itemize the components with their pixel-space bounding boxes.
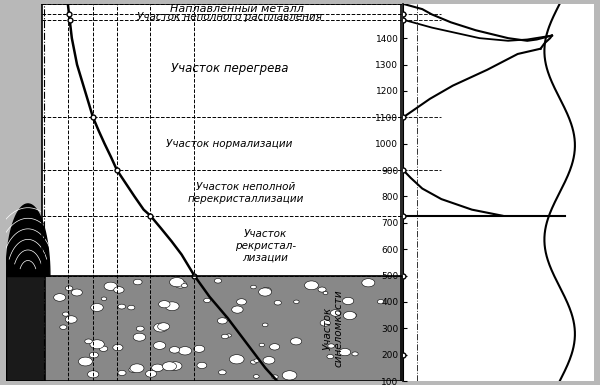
Ellipse shape xyxy=(178,346,191,355)
Ellipse shape xyxy=(169,362,182,370)
Bar xyxy=(6,276,405,381)
Ellipse shape xyxy=(154,323,168,332)
Ellipse shape xyxy=(88,371,99,378)
Ellipse shape xyxy=(91,303,103,311)
Polygon shape xyxy=(6,204,50,276)
Ellipse shape xyxy=(194,345,205,352)
Ellipse shape xyxy=(320,320,331,326)
Ellipse shape xyxy=(323,291,328,295)
Ellipse shape xyxy=(223,318,229,321)
Ellipse shape xyxy=(174,280,187,288)
Ellipse shape xyxy=(293,300,299,303)
Ellipse shape xyxy=(349,313,356,318)
Ellipse shape xyxy=(133,333,146,341)
Ellipse shape xyxy=(136,326,144,331)
Ellipse shape xyxy=(262,323,268,327)
Ellipse shape xyxy=(251,360,257,364)
Ellipse shape xyxy=(328,344,335,348)
Ellipse shape xyxy=(71,289,82,296)
Ellipse shape xyxy=(352,352,358,356)
Text: Участок неполного расплавления: Участок неполного расплавления xyxy=(137,12,322,22)
Ellipse shape xyxy=(269,344,280,350)
Ellipse shape xyxy=(53,294,65,301)
Ellipse shape xyxy=(226,334,232,337)
Ellipse shape xyxy=(128,305,135,310)
Ellipse shape xyxy=(331,310,341,316)
Ellipse shape xyxy=(158,301,170,308)
Text: Участок
синеломкости: Участок синеломкости xyxy=(322,290,344,367)
Ellipse shape xyxy=(254,359,259,362)
Ellipse shape xyxy=(181,284,187,288)
Ellipse shape xyxy=(253,375,259,378)
Ellipse shape xyxy=(259,288,272,296)
Ellipse shape xyxy=(362,279,375,287)
Ellipse shape xyxy=(262,288,271,293)
Ellipse shape xyxy=(158,323,170,330)
Ellipse shape xyxy=(154,341,166,349)
Ellipse shape xyxy=(339,348,350,356)
Ellipse shape xyxy=(203,298,211,303)
Ellipse shape xyxy=(129,367,137,372)
Ellipse shape xyxy=(263,357,275,364)
Ellipse shape xyxy=(165,302,179,311)
Ellipse shape xyxy=(197,362,207,368)
Ellipse shape xyxy=(251,285,256,289)
Ellipse shape xyxy=(133,279,142,285)
Ellipse shape xyxy=(90,340,104,349)
Ellipse shape xyxy=(217,318,227,324)
Ellipse shape xyxy=(62,312,69,316)
Text: Наплавленный металл: Наплавленный металл xyxy=(170,4,304,14)
Ellipse shape xyxy=(272,375,278,379)
Ellipse shape xyxy=(343,297,354,305)
Ellipse shape xyxy=(274,300,281,305)
Ellipse shape xyxy=(282,371,297,380)
Ellipse shape xyxy=(104,282,117,290)
Ellipse shape xyxy=(221,334,229,339)
Ellipse shape xyxy=(130,364,144,373)
Ellipse shape xyxy=(152,364,163,372)
Ellipse shape xyxy=(89,352,98,358)
Ellipse shape xyxy=(377,300,384,304)
Ellipse shape xyxy=(65,286,73,291)
Ellipse shape xyxy=(170,278,184,287)
Ellipse shape xyxy=(79,357,92,366)
Ellipse shape xyxy=(218,370,226,375)
Ellipse shape xyxy=(214,278,221,283)
Ellipse shape xyxy=(85,339,92,344)
Ellipse shape xyxy=(236,299,247,305)
Ellipse shape xyxy=(290,338,302,345)
Ellipse shape xyxy=(118,370,126,375)
Ellipse shape xyxy=(305,281,319,290)
Ellipse shape xyxy=(101,297,107,301)
Ellipse shape xyxy=(318,287,326,292)
Ellipse shape xyxy=(60,325,67,330)
Ellipse shape xyxy=(65,316,77,323)
Text: Участок нормализации: Участок нормализации xyxy=(166,139,293,149)
Ellipse shape xyxy=(232,306,243,313)
Ellipse shape xyxy=(99,346,108,352)
Ellipse shape xyxy=(327,355,334,359)
Bar xyxy=(46,276,185,381)
Text: Участок
рекристал-
лизации: Участок рекристал- лизации xyxy=(235,229,296,262)
Text: Участок неполной
перекристаллизации: Участок неполной перекристаллизации xyxy=(187,182,304,204)
Ellipse shape xyxy=(343,311,356,320)
Ellipse shape xyxy=(146,370,157,377)
Bar xyxy=(46,276,405,381)
Ellipse shape xyxy=(113,344,123,351)
Bar xyxy=(42,4,405,276)
Ellipse shape xyxy=(229,355,244,364)
Ellipse shape xyxy=(114,287,124,293)
Ellipse shape xyxy=(169,346,180,353)
Ellipse shape xyxy=(259,343,265,346)
Text: Участок перегрева: Участок перегрева xyxy=(170,62,288,75)
Ellipse shape xyxy=(163,362,176,371)
Ellipse shape xyxy=(118,304,125,309)
